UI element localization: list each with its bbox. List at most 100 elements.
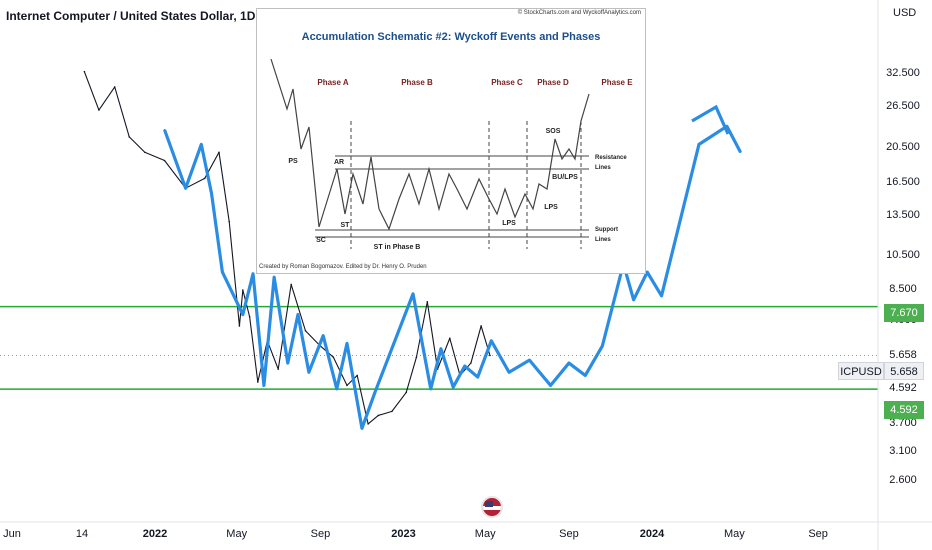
price-line-point	[405, 391, 408, 394]
price-tick-label: 3.700	[889, 416, 917, 429]
projection-line-point	[440, 348, 442, 350]
time-tick-label: May	[226, 528, 248, 540]
schematic-drawing: Phase A Phase B Phase C Phase D Phase E PS SC A…	[270, 58, 633, 251]
event-label: SC	[316, 237, 326, 244]
event-label: SOS	[546, 128, 561, 135]
price-line-point	[489, 354, 491, 357]
line-label: Resistance	[595, 155, 627, 161]
event-label: BU/LPS	[552, 174, 578, 181]
price-series	[83, 70, 491, 425]
event-label: AR	[334, 159, 344, 166]
last-price-tag: 5.658	[884, 362, 924, 380]
time-tick-label: 2024	[639, 528, 665, 540]
projection-line-point	[508, 371, 510, 374]
price-line-point	[391, 410, 393, 413]
phase-label: Phase D	[537, 78, 569, 87]
price-tick-label: 5.658	[889, 348, 917, 361]
price-line-point	[257, 381, 259, 383]
projection-line-point	[308, 371, 310, 374]
projection-line-point	[273, 276, 275, 279]
projection-line-point	[297, 313, 299, 316]
line-label: Lines	[595, 165, 611, 171]
inset-title: Accumulation Schematic #2: Wyckoff Event…	[301, 31, 601, 43]
projection-line-point	[632, 298, 635, 301]
price-tick-label: 4.592	[889, 382, 917, 395]
phase-label: Phase A	[317, 78, 348, 87]
projection-line-point	[361, 427, 363, 430]
projection-line-point	[322, 334, 324, 337]
inset-copyright: © StockCharts.com and WyckoffAnalytics.c…	[517, 10, 641, 16]
projection-line-point	[210, 192, 213, 195]
projection-line-point	[221, 271, 224, 273]
projection-line-point	[412, 293, 414, 295]
price-line-point	[143, 151, 146, 154]
price-line-point	[367, 423, 369, 425]
time-tick-label: 2022	[142, 528, 168, 540]
projection-line-point	[660, 295, 663, 297]
price-tick-label: 32.500	[886, 67, 920, 80]
price-line-point	[277, 368, 280, 370]
event-label: LPS	[544, 204, 558, 211]
price-line-point	[356, 374, 359, 377]
price-tick-label: 13.500	[886, 208, 920, 221]
line-label: Support	[595, 227, 618, 233]
price-line-point	[377, 414, 380, 417]
price-line-point	[242, 289, 244, 291]
projection-line-point	[463, 365, 466, 367]
level-lines	[0, 305, 878, 390]
price-line-point	[415, 356, 418, 359]
price-line-point	[113, 86, 116, 88]
projection-line-point	[476, 376, 479, 378]
projection-line-point	[601, 345, 604, 347]
time-tick-label: 14	[75, 528, 89, 540]
price-line-point	[83, 70, 86, 73]
projection-line-point	[200, 143, 203, 146]
price-line-point	[98, 109, 100, 111]
projection-line-point	[568, 362, 570, 364]
price-tick-label: 10.500	[886, 249, 920, 261]
price-line-point	[203, 177, 206, 180]
inset-credit: Created by Roman Bogomazov. Edited by Dr…	[259, 264, 427, 270]
projection-line-point	[346, 342, 348, 345]
price-line-point	[332, 356, 335, 359]
wyckoff-schematic-inset: © StockCharts.com and WyckoffAnalytics.c…	[256, 8, 646, 274]
phase-label: Phase C	[491, 78, 523, 87]
projection-line-point	[184, 187, 187, 189]
price-line-point	[238, 325, 241, 327]
support-price-tag: 4.592	[884, 401, 924, 419]
price-line-point	[346, 384, 348, 387]
projection-line-point	[739, 151, 742, 154]
price-line-point	[470, 362, 472, 364]
price-tick-label: 8.500	[889, 283, 917, 296]
projection-line-point	[286, 362, 289, 364]
projection-line-point	[452, 386, 455, 388]
currency-label: USD	[893, 7, 917, 19]
event-label: PS	[288, 158, 298, 165]
price-tick-label: 26.500	[886, 99, 920, 112]
price-tick-label: 2.600	[889, 473, 917, 486]
symbol-tag: ICPUSD	[838, 362, 884, 380]
price-line	[83, 71, 491, 425]
time-tick-label: May	[474, 528, 496, 540]
price-line-point	[290, 283, 292, 286]
projection-line-point	[335, 388, 338, 390]
price-tick-label: 16.500	[886, 176, 920, 189]
time-tick-label: Sep	[808, 528, 828, 540]
phase-label: Phase E	[601, 78, 633, 87]
projection-line-point	[584, 374, 587, 377]
price-tick-label: 3.100	[889, 445, 917, 458]
projection-line-point	[163, 128, 166, 131]
resistance-price-tag: 7.670	[884, 304, 924, 322]
price-line-point	[448, 337, 451, 340]
projection-line-point	[242, 313, 244, 316]
event-label: ST in Phase B	[374, 244, 421, 251]
time-tick-label: May	[723, 528, 745, 540]
price-line-point	[163, 159, 166, 162]
projection-line-point	[646, 271, 649, 273]
time-tick-label: Jun	[3, 528, 21, 540]
phase-label: Phase B	[401, 78, 433, 87]
price-line-point	[426, 301, 429, 303]
projection-arrowhead	[691, 104, 730, 135]
time-tick-label: Sep	[559, 528, 579, 540]
projection-line-point	[528, 359, 531, 361]
